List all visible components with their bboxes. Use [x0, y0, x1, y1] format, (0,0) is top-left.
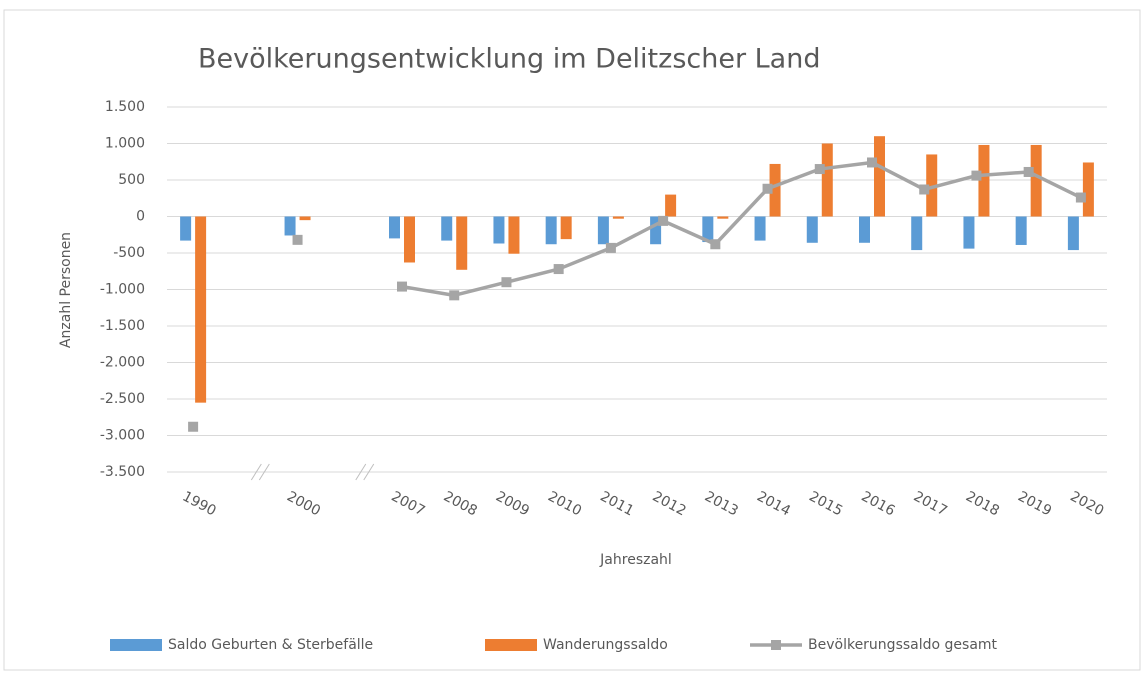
y-tick-label: -1.500	[100, 318, 145, 334]
line-marker	[762, 183, 773, 194]
legend-label: Wanderungssaldo	[543, 637, 668, 653]
y-tick-label: -1.000	[100, 282, 145, 298]
axis-break	[258, 463, 270, 481]
axis-break	[250, 463, 262, 481]
line-marker	[449, 290, 460, 301]
bar	[874, 136, 885, 217]
bar	[650, 216, 662, 245]
chart-title: Bevölkerungsentwicklung im Delitzscher L…	[198, 44, 820, 75]
bar	[1030, 144, 1042, 217]
bar	[441, 216, 453, 241]
bar	[1067, 216, 1079, 251]
bar	[821, 143, 833, 217]
legend-label: Saldo Geburten & Sterbefälle	[168, 637, 373, 653]
bar	[180, 216, 192, 241]
y-tick-label: 1.500	[105, 99, 145, 115]
line-marker	[1075, 192, 1086, 203]
y-tick-label: -500	[113, 245, 145, 261]
bar	[456, 216, 468, 270]
line	[401, 160, 1082, 298]
bar	[284, 216, 296, 236]
y-tick-label: 500	[118, 172, 145, 188]
bar	[545, 216, 557, 245]
bar	[911, 216, 923, 251]
bar	[769, 163, 781, 217]
bar	[926, 154, 938, 217]
line-marker	[814, 164, 825, 175]
bar	[665, 194, 677, 217]
axis-break	[355, 463, 367, 481]
axis-break	[363, 463, 375, 481]
bar	[612, 216, 624, 219]
line-marker	[501, 277, 512, 288]
bar	[1015, 216, 1027, 245]
bar	[859, 216, 870, 243]
y-tick-label: -2.500	[100, 391, 145, 407]
legend-swatch	[110, 639, 162, 651]
legend-label: Bevölkerungssaldo gesamt	[808, 637, 998, 653]
bar	[754, 216, 766, 241]
bar	[702, 216, 714, 243]
bar	[1082, 162, 1094, 217]
bar	[493, 216, 505, 244]
y-tick-label: 1.000	[105, 136, 145, 152]
bar	[717, 216, 729, 219]
line-marker	[867, 157, 877, 168]
y-tick-label: -2.000	[100, 355, 145, 371]
legend-swatch	[771, 640, 781, 650]
bar	[963, 216, 975, 249]
bar	[597, 216, 609, 245]
bar	[508, 216, 520, 254]
bar	[404, 216, 415, 263]
bar	[806, 216, 818, 243]
bar	[299, 216, 311, 221]
y-tick-label: -3.500	[100, 464, 145, 480]
line-marker	[919, 184, 930, 195]
bar	[195, 216, 207, 403]
bar	[978, 144, 990, 217]
line-marker	[397, 281, 407, 292]
line-marker	[1023, 166, 1034, 177]
legend-swatch	[485, 639, 537, 651]
line-marker	[292, 234, 303, 245]
y-axis-title: Anzahl Personen	[58, 232, 74, 348]
bar	[560, 216, 572, 240]
chart-frame	[3, 9, 1141, 671]
y-tick-label: -3.000	[100, 428, 145, 444]
y-tick-label: 0	[136, 209, 145, 225]
x-axis-title: Jahreszahl	[599, 552, 672, 568]
line-marker	[553, 264, 564, 275]
line-marker	[188, 421, 199, 432]
line-marker	[971, 170, 982, 181]
line-marker	[710, 239, 721, 250]
bar	[389, 216, 400, 239]
line-marker	[605, 242, 616, 253]
line-marker	[658, 215, 669, 226]
